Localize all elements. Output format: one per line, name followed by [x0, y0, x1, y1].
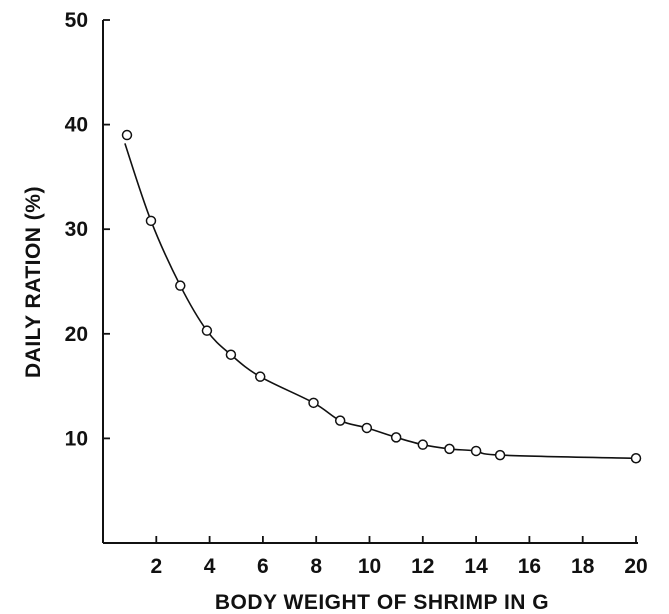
- fitted-curve: [124, 143, 637, 460]
- data-points: [121, 129, 642, 464]
- x-tick-label: 12: [411, 555, 434, 578]
- x-tick-label: 8: [310, 555, 322, 578]
- y-tick-label: 20: [65, 323, 88, 346]
- x-axis-title: BODY WEIGHT OF SHRIMP IN G: [215, 591, 549, 614]
- data-point: [334, 415, 346, 426]
- data-point: [470, 445, 482, 457]
- data-point: [201, 325, 213, 336]
- x-tick-label: 6: [257, 555, 269, 578]
- y-tick-label: 10: [65, 427, 88, 450]
- y-axis-title: DAILY RATION (%): [22, 186, 45, 378]
- x-tick-label: 4: [204, 555, 216, 578]
- x-tick-label: 2: [150, 555, 162, 578]
- data-point: [390, 432, 402, 443]
- x-tick-label: 10: [358, 555, 381, 578]
- data-point: [417, 439, 429, 450]
- x-tick-label: 14: [464, 555, 488, 578]
- x-tick-label: 20: [624, 555, 647, 578]
- x-tick-label: 16: [518, 555, 541, 578]
- data-point: [145, 215, 157, 227]
- x-tick-label: 18: [571, 555, 595, 578]
- y-tick-label: 40: [65, 114, 88, 137]
- data-point: [121, 129, 133, 141]
- data-point: [254, 371, 266, 382]
- y-tick-label: 50: [65, 9, 88, 32]
- data-point: [225, 349, 237, 360]
- data-point: [308, 397, 319, 409]
- data-point: [444, 443, 455, 455]
- data-point: [361, 422, 373, 434]
- data-point: [175, 280, 186, 291]
- y-tick-label: 30: [65, 218, 88, 241]
- axes: [102, 20, 638, 544]
- data-point: [630, 453, 642, 464]
- ticks: 2 4 6 8 10 12 14 16 18 20 10 20 30 40 50: [65, 9, 648, 578]
- data-point: [494, 449, 506, 461]
